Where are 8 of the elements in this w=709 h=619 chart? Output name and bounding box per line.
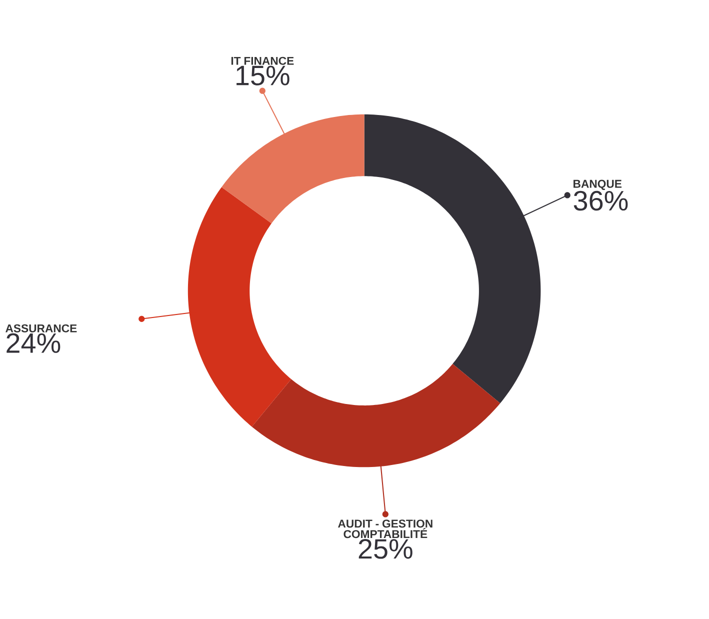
data-label: 24% [6, 333, 60, 353]
slice-label: ASSURANCE [6, 324, 77, 332]
slice-label: BANQUE [574, 180, 622, 190]
data-label: 36% [574, 190, 628, 211]
slice-label: IT FINANCE [231, 56, 294, 65]
legend-label: AUDIT - GESTION COMPTABILITÉ [338, 520, 432, 538]
data-label: 15% [236, 66, 290, 86]
data-label: 25% [358, 538, 412, 559]
